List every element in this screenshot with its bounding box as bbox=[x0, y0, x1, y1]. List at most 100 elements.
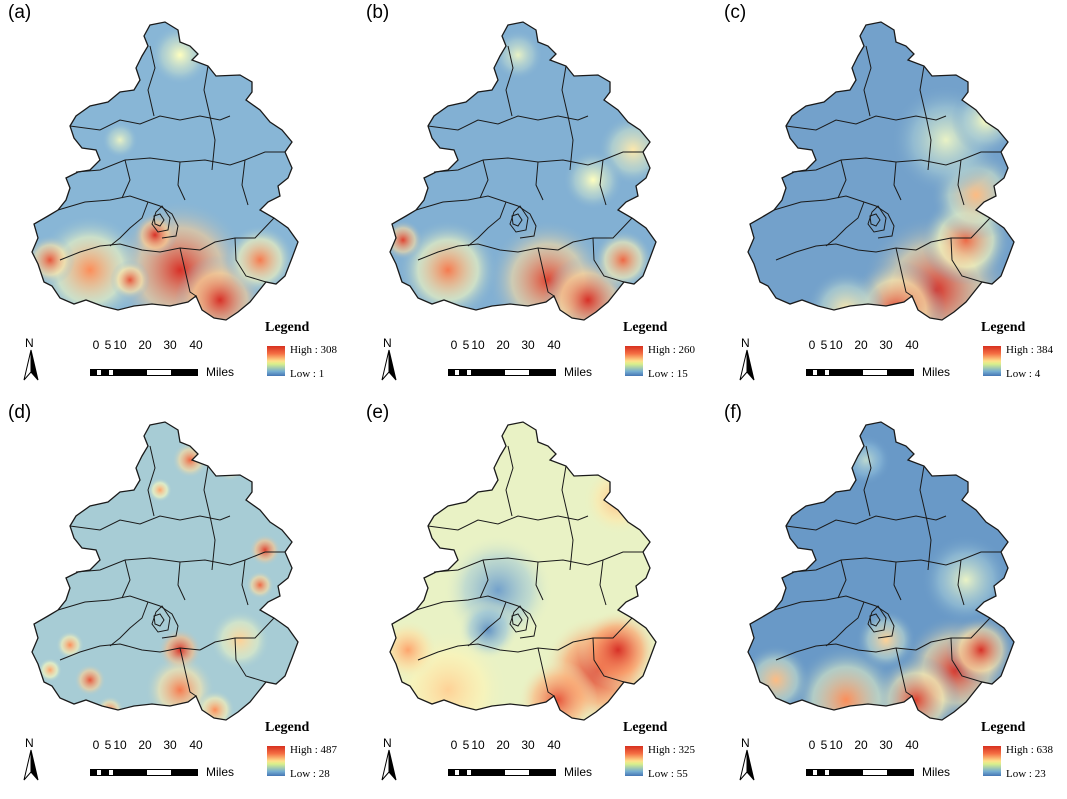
scale-segment bbox=[530, 369, 556, 376]
district-boundary bbox=[241, 159, 249, 206]
district-boundary bbox=[592, 237, 625, 283]
scale-segment bbox=[108, 369, 114, 376]
map-panel: (e) Legend High : 325 Low : 55 N 0 5 10 20 30 40 Mi… bbox=[358, 400, 713, 798]
district-boundary bbox=[561, 65, 574, 171]
district-boundary bbox=[837, 159, 847, 199]
panel-label: (b) bbox=[366, 2, 390, 23]
panel-label: (d) bbox=[8, 402, 32, 423]
district-boundary bbox=[57, 195, 149, 211]
district-boundary bbox=[109, 201, 149, 247]
scale-segment bbox=[172, 369, 198, 376]
scale-segment bbox=[818, 369, 824, 376]
district-boundary bbox=[599, 559, 607, 606]
scale-tick-label: 30 bbox=[521, 338, 535, 352]
north-label: N bbox=[383, 736, 392, 750]
district-boundary bbox=[893, 161, 902, 201]
legend-high-label: High : 384 bbox=[1006, 344, 1054, 356]
scale-tick-label: 30 bbox=[521, 738, 535, 752]
scale-segment bbox=[146, 369, 172, 376]
heat-map bbox=[389, 421, 657, 721]
scale-segment bbox=[102, 369, 108, 376]
district-boundary bbox=[511, 613, 523, 627]
scale-tick-label: 5 bbox=[462, 338, 470, 352]
scale-tick-label: 30 bbox=[163, 338, 177, 352]
district-boundary bbox=[863, 445, 872, 517]
heat-blob bbox=[145, 655, 215, 720]
scale-tick-label: 10 bbox=[471, 738, 485, 752]
scale-unit-label: Miles bbox=[206, 765, 235, 779]
map-panel: (f) Legend High : 638 Low : 23 N 0 5 10 20 30 40 Mi… bbox=[716, 400, 1067, 798]
district-boundary bbox=[867, 205, 887, 233]
scale-segment bbox=[108, 769, 114, 776]
district-boundary bbox=[59, 243, 201, 261]
scale-tick-label: 10 bbox=[113, 338, 127, 352]
district-boundary bbox=[433, 151, 643, 173]
scale-segment bbox=[466, 369, 472, 376]
map-panel: (a) Legend High : 308 Low : 1 N 0 5 10 20 30 40 Mil… bbox=[0, 0, 355, 398]
scale-tick-label: 5 bbox=[104, 738, 112, 752]
scale-tick-label: 30 bbox=[879, 738, 893, 752]
legend-low-label: Low : 55 bbox=[648, 768, 688, 780]
heat-blob bbox=[38, 658, 62, 682]
region-outline bbox=[747, 21, 1015, 321]
district-boundary bbox=[561, 465, 574, 571]
heat-blob bbox=[172, 442, 208, 478]
map-panel: (b) Legend High : 260 Low : 15 N 0 5 10 20 30 40 Mi… bbox=[358, 0, 713, 398]
scale-tick-label: 0 bbox=[808, 338, 816, 352]
heat-blob bbox=[150, 25, 210, 85]
north-arrow: N bbox=[378, 336, 400, 386]
district-boundary bbox=[825, 201, 865, 247]
district-boundary bbox=[863, 601, 895, 639]
district-boundary bbox=[785, 515, 947, 531]
heat-blob bbox=[260, 475, 298, 515]
legend-high-label: High : 308 bbox=[290, 344, 338, 356]
district-boundary bbox=[147, 445, 156, 517]
heat-blob bbox=[593, 230, 653, 290]
scale-unit-label: Miles bbox=[564, 365, 593, 379]
legend-high-label: High : 260 bbox=[648, 344, 696, 356]
legend-high-label: High : 487 bbox=[290, 744, 338, 756]
district-boundary bbox=[433, 551, 643, 573]
heat-map bbox=[31, 421, 299, 721]
legend-title: Legend bbox=[623, 320, 668, 335]
north-arrow: N bbox=[20, 736, 42, 786]
scale-tick-label: 40 bbox=[547, 738, 561, 752]
legend-color-ramp bbox=[267, 346, 285, 376]
scale-segment bbox=[472, 369, 504, 376]
scale-segment bbox=[172, 769, 198, 776]
scale-tick-label: 0 bbox=[450, 338, 458, 352]
district-boundary bbox=[895, 647, 913, 697]
scale-ticks: 0 5 10 20 30 40 bbox=[804, 338, 974, 352]
scale-ticks: 0 5 10 20 30 40 bbox=[446, 738, 616, 752]
district-boundary bbox=[75, 551, 285, 573]
heat-blob bbox=[841, 435, 891, 485]
scale-segment bbox=[454, 369, 460, 376]
district-boundary bbox=[869, 613, 881, 627]
scale-segment bbox=[824, 369, 830, 376]
legend: Legend High : 638 Low : 23 bbox=[981, 720, 1067, 790]
scale-bar: 0 5 10 20 30 40 Miles bbox=[446, 338, 616, 386]
district-boundary bbox=[121, 559, 131, 599]
scale-tick-label: 40 bbox=[189, 338, 203, 352]
panel-label: (e) bbox=[366, 402, 390, 423]
district-boundary bbox=[147, 201, 179, 239]
scale-segment bbox=[812, 769, 818, 776]
north-arrow-icon bbox=[739, 749, 755, 781]
scale-segment bbox=[888, 369, 914, 376]
district-boundary bbox=[109, 601, 149, 647]
scale-tick-label: 0 bbox=[450, 738, 458, 752]
heat-map bbox=[31, 21, 299, 321]
scale-segment bbox=[504, 769, 530, 776]
district-boundary bbox=[509, 205, 529, 233]
legend-color-ramp bbox=[983, 746, 1001, 776]
district-boundary bbox=[950, 637, 983, 683]
district-boundary bbox=[69, 115, 231, 131]
scale-tick-label: 0 bbox=[92, 338, 100, 352]
scale-tick-label: 40 bbox=[905, 338, 919, 352]
scale-bar: 0 5 10 20 30 40 Miles bbox=[88, 738, 258, 786]
district-boundary bbox=[511, 213, 523, 227]
district-boundary bbox=[147, 601, 179, 639]
heat-blob bbox=[921, 535, 1011, 625]
district-boundary bbox=[825, 601, 865, 647]
scale-segment bbox=[530, 769, 556, 776]
